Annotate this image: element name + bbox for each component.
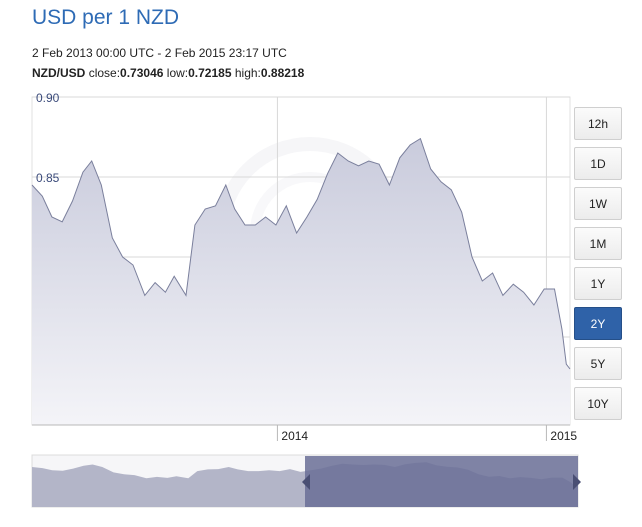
chart-title: USD per 1 NZD bbox=[32, 6, 180, 29]
x-tick-label: 2015 bbox=[550, 429, 577, 443]
price-area bbox=[32, 138, 570, 425]
timeframe-button-12h[interactable]: 12h bbox=[574, 107, 622, 140]
price-line bbox=[31, 137, 571, 370]
x-axis-labels: 2014 2015 bbox=[276, 425, 577, 443]
y-tick-label: 0.90 bbox=[36, 91, 60, 105]
date-range: 2 Feb 2013 00:00 UTC - 2 Feb 2015 23:17 … bbox=[32, 46, 287, 60]
timeframe-button-1w[interactable]: 1W bbox=[574, 187, 622, 220]
low-value: 0.72185 bbox=[188, 66, 232, 80]
high-value: 0.88218 bbox=[260, 66, 305, 80]
low-label: low: bbox=[166, 66, 189, 80]
currency-pair: NZD/USD bbox=[32, 66, 86, 80]
x-tick-label: 2014 bbox=[281, 429, 308, 443]
navigator-left-handle[interactable] bbox=[302, 474, 310, 490]
timeframe-button-1d[interactable]: 1D bbox=[574, 147, 622, 180]
timeframe-button-10y[interactable]: 10Y bbox=[574, 387, 622, 420]
timeframe-button-2y[interactable]: 2Y bbox=[574, 307, 622, 340]
high-label: high: bbox=[234, 66, 261, 80]
price-stats: NZD/USD close:0.73046 low:0.72185 high:0… bbox=[32, 66, 304, 80]
close-label: close: bbox=[88, 66, 121, 80]
y-tick-label: 0.85 bbox=[36, 171, 60, 185]
timeframe-button-5y[interactable]: 5Y bbox=[574, 347, 622, 380]
navigator-selection[interactable] bbox=[305, 456, 578, 507]
timeframe-button-1y[interactable]: 1Y bbox=[574, 267, 622, 300]
timeframe-button-1m[interactable]: 1M bbox=[574, 227, 622, 260]
close-value: 0.73046 bbox=[120, 66, 164, 80]
navigator-right-handle[interactable] bbox=[573, 474, 581, 490]
